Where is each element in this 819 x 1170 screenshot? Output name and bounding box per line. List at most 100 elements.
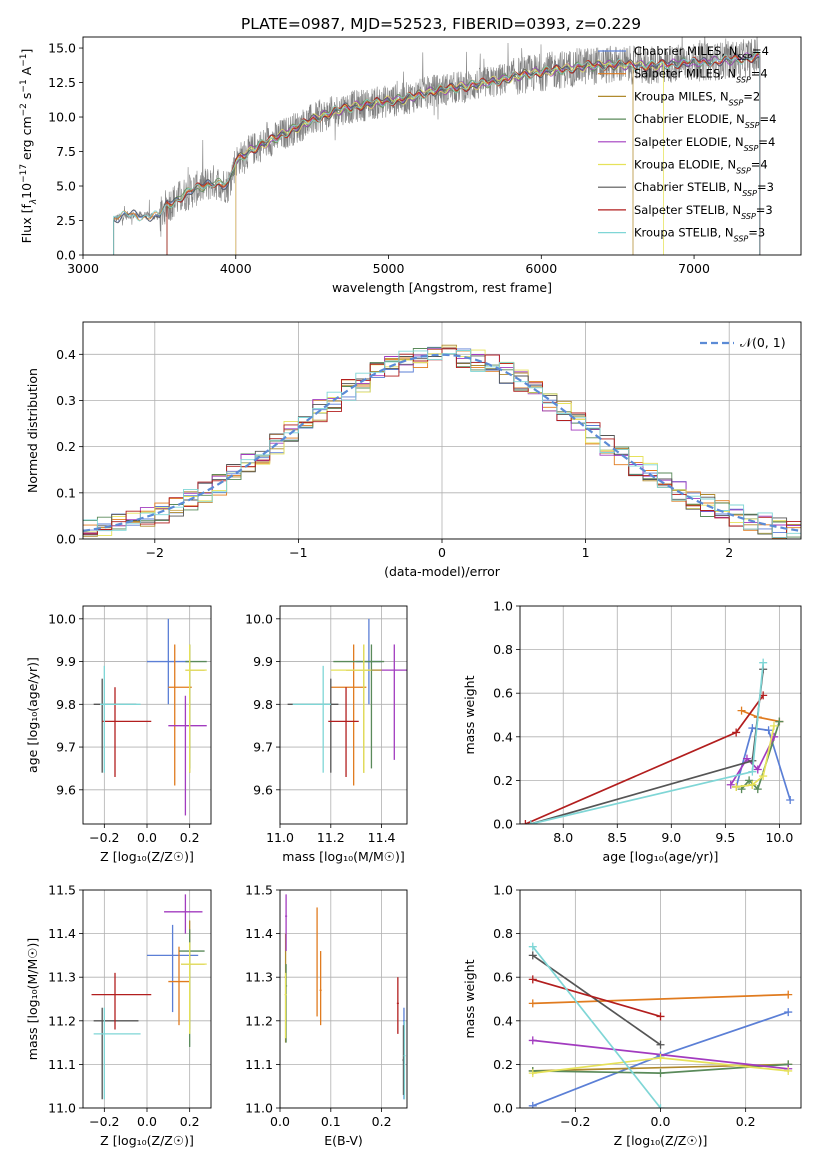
legend-sub: SSP [729, 98, 744, 107]
plot-area [280, 890, 407, 1108]
observed-spectrum-line [113, 37, 761, 237]
x-tick-label: 8.5 [607, 830, 627, 845]
y-tick-label: 10.0 [48, 110, 76, 125]
weight-line-8 [532, 946, 662, 1108]
legend-sub: SSP [737, 53, 752, 62]
weight-marker-3 [745, 776, 754, 785]
y-axis-label-part: ] [19, 49, 34, 54]
x-tick-label: 0.2 [736, 1114, 756, 1129]
legend-entry-7: Salpeter STELIB, NSSP=3 [634, 203, 773, 221]
legend-tail: =3 [748, 226, 765, 240]
legend-entry-6: Chabrier STELIB, NSSP=3 [634, 180, 774, 198]
panel-age-metallicity: −0.2 0.0 0.2 9.6 9.7 9.8 9.9 10.0 Z [log₁₀(Z/Z☉)… [25, 605, 212, 864]
model-spectrum-line-7 [166, 53, 761, 255]
legend-entry-2: Kroupa MILES, NSSP=2 [634, 89, 760, 107]
x-axis-label: wavelength [Angstrom, rest frame] [332, 280, 552, 295]
plot-area [83, 890, 211, 1108]
weight-marker-8 [526, 820, 535, 824]
y-tick-label: 11.3 [48, 970, 76, 985]
x-tick-label: 3000 [67, 261, 99, 276]
y-tick-label: 11.5 [48, 883, 76, 898]
legend-entry-8: Kroupa STELIB, NSSP=3 [634, 226, 765, 244]
weight-marker-8 [748, 767, 757, 776]
x-tick-label: 0.0 [270, 1114, 290, 1129]
x-tick-label: 1 [582, 545, 590, 560]
weight-line-5 [736, 725, 775, 788]
model-spectrum-line-6 [113, 53, 761, 255]
x-axis-label: Z [log₁₀(Z/Z☉)] [614, 1133, 708, 1148]
weight-marker-0 [528, 1101, 537, 1108]
legend-sub: SSP [742, 189, 757, 198]
y-tick-label: 0.6 [493, 686, 513, 701]
y-tick-label: 0.4 [56, 347, 76, 362]
weight-marker-7 [656, 1012, 665, 1021]
axes-frame [279, 889, 408, 1109]
x-tick-label: 5000 [373, 261, 405, 276]
x-tick-label: 0.2 [372, 1114, 392, 1129]
weight-line-7 [525, 694, 764, 824]
weight-marker-6 [656, 1040, 665, 1049]
y-tick-label: 0.2 [493, 1057, 513, 1072]
x-tick-label: 9.5 [715, 830, 735, 845]
y-tick-label: 0.2 [56, 439, 76, 454]
plot-area [113, 37, 761, 255]
plot-area [520, 890, 801, 1108]
axes-frame [82, 605, 212, 825]
x-tick-label: −0.2 [89, 1114, 119, 1129]
y-tick-label: 0.1 [56, 485, 76, 500]
model-spectrum-line-8 [113, 51, 761, 255]
y-tick-label: 11.2 [245, 1013, 273, 1028]
axes-frame [519, 605, 802, 825]
weight-line-0 [735, 727, 792, 801]
x-tick-label: 2 [725, 545, 733, 560]
x-tick-label: 11.2 [317, 830, 345, 845]
legend-sub: SSP [736, 75, 751, 84]
weight-marker-7 [528, 975, 537, 984]
y-tick-label: 0.6 [493, 970, 513, 985]
y-tick-label: 7.5 [56, 144, 76, 159]
legend-tail: =4 [760, 112, 777, 126]
weight-marker-3 [753, 785, 762, 794]
weight-marker-1 [528, 999, 537, 1008]
weight-marker-4 [528, 1036, 537, 1045]
weight-marker-5 [759, 772, 768, 781]
y-tick-label: 0.2 [493, 773, 513, 788]
y-tick-label: 0.3 [56, 393, 76, 408]
weight-line-8 [530, 662, 765, 824]
panel-mass-extinction: 0.0 0.1 0.2 11.0 11.1 11.2 11.3 11.4 11.5 E(B-V) [245, 883, 408, 1148]
y-axis-label-part: erg cm [19, 116, 34, 164]
legend-sub: SSP [744, 143, 759, 152]
weight-marker-0 [764, 726, 773, 735]
y-axis-label: mass weight [462, 959, 477, 1038]
x-axis-label: mass [log₁₀(M/M☉)] [282, 849, 404, 864]
panel-mass-metallicity: −0.2 0.0 0.2 11.0 11.1 11.2 11.3 11.4 11.5 Z [log… [25, 883, 212, 1148]
legend-tail: =3 [757, 180, 774, 194]
weight-marker-5 [732, 782, 741, 791]
y-tick-label: 0.8 [493, 642, 513, 657]
y-tick-label: 11.0 [245, 1101, 273, 1116]
weight-marker-5 [748, 780, 757, 789]
legend-sub: SSP [734, 234, 749, 243]
weight-marker-4 [753, 765, 762, 774]
y-axis-label: age [log₁₀(age/yr)] [25, 657, 40, 773]
x-tick-label: −2 [146, 545, 164, 560]
y-tick-label: 0.8 [493, 926, 513, 941]
weight-marker-5 [784, 1066, 793, 1075]
weight-line-6 [530, 669, 765, 824]
y-axis-label-part: −2 [19, 103, 29, 116]
figure-title: PLATE=0987, MJD=52523, FIBERID=0393, z=0… [241, 15, 641, 33]
y-tick-label: 1.0 [493, 599, 513, 614]
x-tick-label: −0.2 [560, 1114, 590, 1129]
y-axis-label: mass weight [462, 675, 477, 754]
legend-label: Salpeter STELIB, N [634, 203, 741, 217]
weight-marker-0 [784, 1008, 793, 1017]
x-axis-label: Z [log₁₀(Z/Z☉)] [100, 1133, 194, 1148]
weight-marker-1 [784, 990, 793, 999]
y-tick-label: 12.5 [48, 75, 76, 90]
y-tick-label: 9.8 [253, 697, 273, 712]
x-tick-label: −1 [289, 545, 307, 560]
legend-tail: =4 [751, 158, 768, 172]
legend-tail: =4 [752, 44, 769, 58]
legend-entry-1: Salpeter MILES, NSSP=4 [634, 67, 768, 85]
y-tick-label: 10.0 [48, 611, 76, 626]
